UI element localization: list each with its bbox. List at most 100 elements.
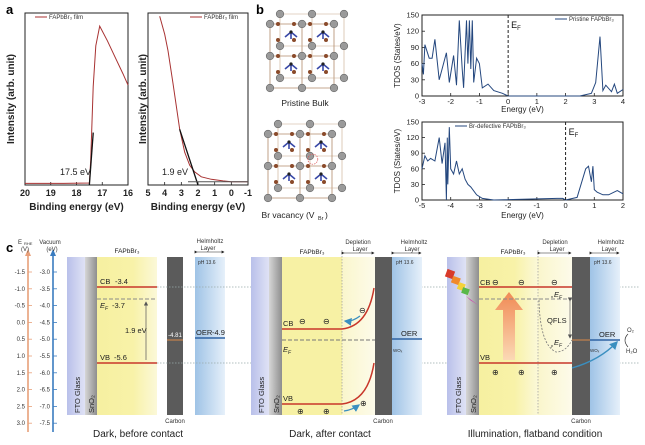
br-atom xyxy=(292,54,296,58)
x-tick-label: -3 xyxy=(419,97,426,106)
cb-band-bending xyxy=(282,287,375,330)
y-axis-label: Intensity (arb. unit) xyxy=(138,54,149,144)
pb-atom xyxy=(273,183,283,193)
fto-glass-label: FTO Glass xyxy=(257,377,266,413)
ph-label: pH 13.6 xyxy=(198,260,216,266)
x-tick-label: 16 xyxy=(123,188,133,198)
legend-label: Pristine FAPbBr₃ xyxy=(569,17,614,23)
h2o-label: H₂O xyxy=(626,349,638,355)
br-atom xyxy=(308,22,312,26)
pb-atom xyxy=(297,51,307,61)
br-atom xyxy=(290,132,294,136)
perovskite-label: FAPbBr₃ xyxy=(500,249,525,256)
vacuum-tick-label: -5.5 xyxy=(40,354,51,360)
x-axis-label: Energy (eV) xyxy=(501,105,544,114)
helmholtz-layer-label: Layer xyxy=(200,246,215,252)
band-diagram-dark-after-contact: FAPbBr₃ Depletion Layer Helmholtz Layer … xyxy=(251,240,427,440)
hole-quasi-fermi-level xyxy=(538,299,573,353)
pb-atom xyxy=(307,9,317,19)
efp-label: E xyxy=(554,338,560,347)
carbon-atom xyxy=(319,172,323,176)
vacuum-axis-title: Vacuum xyxy=(39,240,61,246)
perovskite-label: FAPbBr₃ xyxy=(299,249,324,256)
rhe-tick-label: 2.0 xyxy=(17,388,26,394)
pb-atom xyxy=(305,151,315,161)
helmholtz-layer xyxy=(195,257,225,415)
carbon-atom xyxy=(287,172,291,176)
fermi-level-label: E xyxy=(569,127,575,137)
y-tick-label: 30 xyxy=(411,180,419,189)
y-tick-label: 150 xyxy=(406,118,419,127)
y-tick-label: 120 xyxy=(406,27,419,36)
plot-frame xyxy=(421,121,624,201)
pb-atom xyxy=(263,193,273,203)
crystal-structure-pristine xyxy=(265,9,349,93)
carbon-atom xyxy=(319,140,323,144)
pb-atom xyxy=(297,19,307,29)
carbon-atom xyxy=(289,30,293,34)
br-atom xyxy=(308,38,312,42)
pb-atom xyxy=(305,183,315,193)
series-line xyxy=(421,127,624,201)
n-prefix: n xyxy=(551,294,553,299)
series-line xyxy=(421,20,624,97)
helmholtz-label: Helmholtz xyxy=(197,239,224,245)
vb-label: VB xyxy=(100,353,110,362)
rhe-tick-label: 2.5 xyxy=(17,404,26,410)
br-atom xyxy=(324,22,328,26)
oer-label: OER xyxy=(401,329,418,338)
rhe-axis-arrow-icon xyxy=(25,249,31,256)
br-atom xyxy=(322,132,326,136)
vacuum-tick-label: -7.0 xyxy=(40,404,51,410)
pb-atom xyxy=(329,51,339,61)
hole-icon: ⊕ xyxy=(323,407,330,416)
vb-label: VB xyxy=(480,353,490,362)
x-tick-label: 0 xyxy=(229,188,234,198)
depletion-label: Depletion xyxy=(345,240,370,246)
ef-subscript: F xyxy=(105,306,109,312)
br-atom xyxy=(276,54,280,58)
pb-atom xyxy=(307,41,317,51)
pb-atom xyxy=(263,129,273,139)
x-tick-label: 0 xyxy=(563,201,567,210)
br-atom xyxy=(276,70,280,74)
vacuum-tick-label: -3.5 xyxy=(40,287,51,293)
plot-frame xyxy=(147,12,249,186)
hole-transfer-arrow-icon xyxy=(571,340,618,369)
pb-atom xyxy=(329,83,339,93)
x-axis-label: Binding energy (eV) xyxy=(29,202,123,213)
ph-label: pH 13.6 xyxy=(396,260,414,266)
br-atom xyxy=(322,148,326,152)
x-tick-label: 2 xyxy=(195,188,200,198)
depletion-layer xyxy=(342,257,375,415)
carbon-work-function-value: -4.81 xyxy=(168,333,182,339)
sno2-label: SnO₂ xyxy=(272,395,281,413)
br-atom xyxy=(322,180,326,184)
x-tick-label: 4 xyxy=(621,97,625,106)
x-axis-label: Energy (eV) xyxy=(501,211,544,220)
oer-label: OER xyxy=(196,328,213,337)
electron-flow-arrow-icon xyxy=(343,315,361,326)
helmholtz-label: Helmholtz xyxy=(401,240,428,246)
x-tick-label: 20 xyxy=(20,188,30,198)
hole-flow-arrow-icon xyxy=(343,404,361,412)
sno2-label: SnO₂ xyxy=(469,395,478,413)
y-axis-label: TDOS (States/eV) xyxy=(393,128,402,193)
rhe-tick-label: 0.5 xyxy=(17,337,26,343)
y-tick-label: 90 xyxy=(411,43,419,52)
sno2-layer xyxy=(269,257,282,415)
br-atom xyxy=(308,70,312,74)
perovskite-layer xyxy=(97,257,157,415)
hole-icon: ⊕ xyxy=(297,407,304,416)
x-tick-label: 1 xyxy=(535,97,539,106)
sno2-label: SnO₂ xyxy=(87,395,96,413)
electron-icon: ⊖ xyxy=(518,278,525,287)
x-tick-label: 3 xyxy=(592,97,596,106)
carbon-atom xyxy=(289,62,293,66)
carbon-layer xyxy=(167,257,183,415)
x-tick-label: 17 xyxy=(97,188,107,198)
rhe-tick-label: -1.5 xyxy=(15,270,26,276)
vb-band-bending xyxy=(282,362,375,405)
br-atom xyxy=(292,38,296,42)
